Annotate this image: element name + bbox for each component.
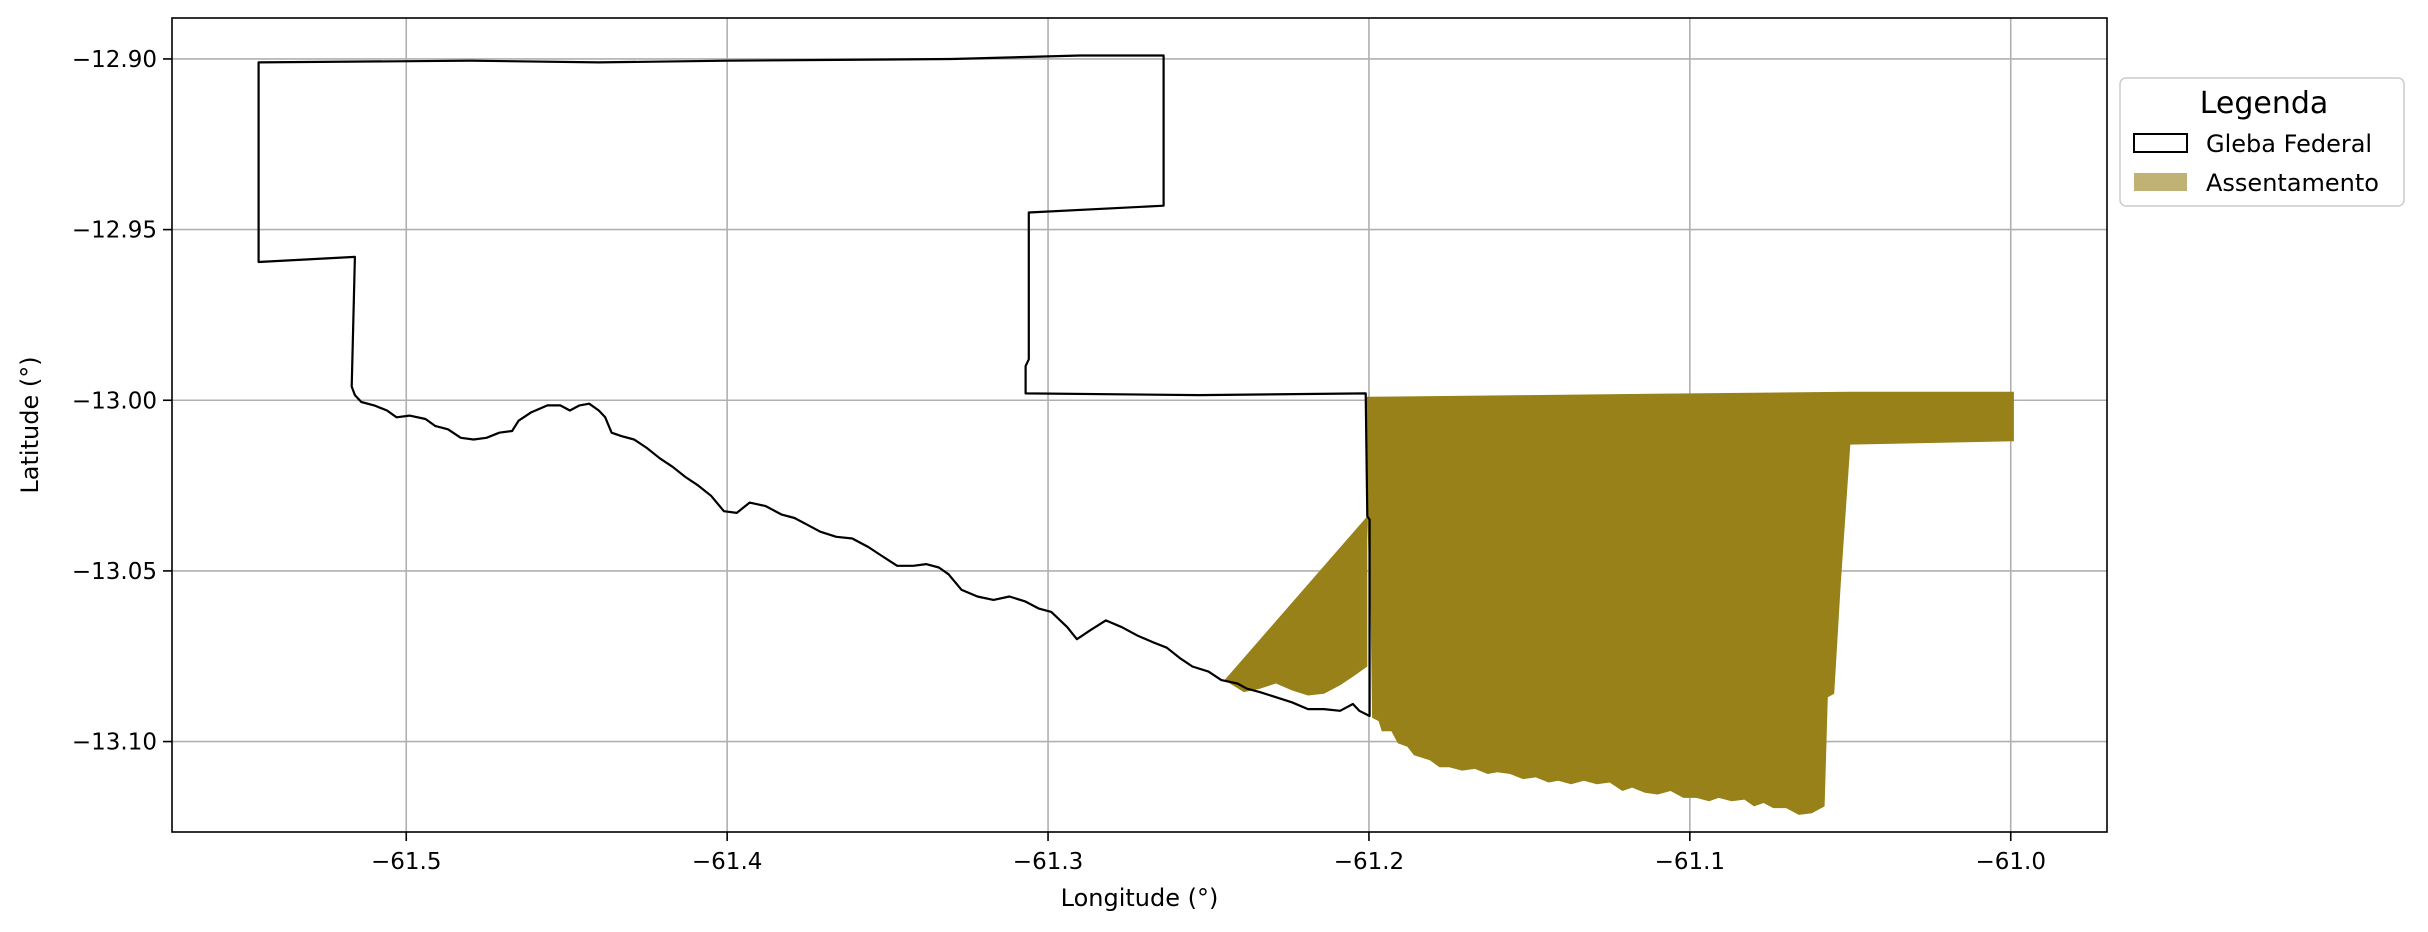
legend-label-gleba-federal: Gleba Federal	[2206, 130, 2372, 158]
gleba-federal-layer	[257, 54, 1371, 718]
legend-label-assentamento: Assentamento	[2206, 169, 2379, 197]
x-axis-ticks: −61.5 −61.4 −61.3 −61.2 −61.1 −61.0	[371, 832, 2046, 875]
gleba-federal-outline	[257, 54, 1371, 718]
assentamento-layer	[1224, 391, 2014, 815]
assentamento-polygon-0	[1365, 391, 2014, 815]
legend-title: Legenda	[2200, 86, 2329, 121]
axes-frame	[171, 17, 2108, 833]
x-tick-label-4: −61.1	[1655, 849, 1725, 875]
legend-swatch-gleba-federal	[2133, 133, 2188, 153]
x-tick-label-3: −61.2	[1334, 849, 1404, 875]
legend-swatch-assentamento	[2134, 173, 2187, 191]
y-axis-label: Latitude (°)	[16, 356, 44, 493]
legend-box	[2119, 77, 2405, 207]
x-tick-label-5: −61.0	[1975, 849, 2045, 875]
x-tick-label-1: −61.4	[692, 849, 762, 875]
legend: Legenda Gleba Federal Assentamento	[2119, 77, 2405, 207]
y-tick-label-0: −12.90	[72, 47, 157, 73]
x-tick-label-2: −61.3	[1013, 849, 1083, 875]
y-tick-label-2: −13.00	[72, 388, 157, 414]
assentamento-polygon-1	[1224, 516, 1368, 696]
y-tick-label-1: −12.95	[72, 218, 157, 244]
x-tick-label-0: −61.5	[371, 849, 441, 875]
y-tick-label-4: −13.10	[72, 730, 157, 756]
y-tick-label-3: −13.05	[72, 559, 157, 585]
y-axis-ticks: −12.90 −12.95 −13.00 −13.05 −13.10	[72, 47, 172, 756]
x-axis-label: Longitude (°)	[1061, 884, 1219, 912]
